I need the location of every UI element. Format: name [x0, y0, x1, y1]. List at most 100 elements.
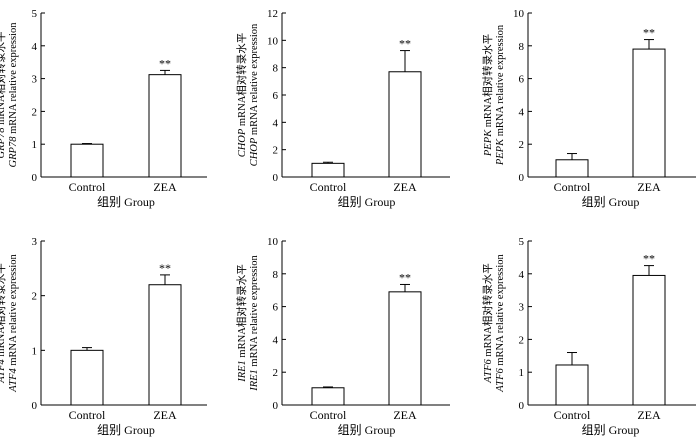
- x-axis-title: 组别 Group: [582, 195, 640, 209]
- chart-panel-pepk: 0 2 4 6 8 10 Control ZEA ** 组别 Group PEPK mRNA相对转录…: [481, 8, 696, 209]
- bar-control: [555, 159, 589, 178]
- bar-zea: [388, 71, 422, 178]
- y-tick-label: 1: [32, 345, 38, 357]
- x-axis-title: 组别 Group: [338, 195, 396, 209]
- x-category-label: Control: [310, 180, 347, 194]
- y-tick-label: 4: [32, 41, 38, 53]
- gene-name: PEPK: [495, 138, 506, 166]
- y-tick-label: 0: [32, 400, 38, 412]
- y-axis-title-cn-text: mRNA相对转录水平: [0, 263, 7, 359]
- y-tick-label: 2: [32, 106, 38, 118]
- x-axis-title: 组别 Group: [338, 423, 396, 437]
- x-axis-title: 组别 Group: [582, 423, 640, 437]
- y-tick-label: 2: [32, 291, 38, 303]
- gene-name: ATF4: [0, 358, 7, 383]
- significance-label: **: [399, 270, 411, 284]
- y-tick-label: 2: [519, 139, 525, 151]
- y-tick-label: 12: [267, 8, 278, 20]
- y-tick-label: 4: [519, 269, 525, 281]
- y-axis-title-en-text: mRNA relative expression: [8, 253, 19, 368]
- bar-zea: [148, 284, 182, 406]
- gene-name: IRE1: [249, 369, 260, 392]
- y-axis-title-cn-text: mRNA相对转录水平: [0, 32, 7, 128]
- x-category-label: ZEA: [393, 180, 417, 194]
- y-tick-label: 6: [519, 74, 525, 86]
- y-axis-title-en: CHOP mRNA relative expression: [249, 23, 260, 166]
- x-category-label: Control: [69, 180, 106, 194]
- gene-name: ATF6: [483, 358, 494, 383]
- y-tick-label: 2: [273, 367, 279, 379]
- chart-panel-ire1: 0 2 4 6 8 10 Control ZEA ** 组别 Group IRE1 mRNA相对转录…: [235, 236, 450, 437]
- chart-panel-atf6: 0 1 2 3 4 5 Control ZEA ** 组别 Group ATF6 mRNA相对转录水…: [481, 236, 696, 437]
- gene-name: GRP78: [0, 127, 7, 159]
- x-category-label: Control: [554, 180, 591, 194]
- gene-name: CHOP: [249, 137, 260, 166]
- y-tick-label: 1: [519, 367, 525, 379]
- y-axis-title-en: PEPK mRNA relative expression: [495, 24, 506, 166]
- y-tick-label: 4: [519, 106, 525, 118]
- gene-name: GRP78: [8, 136, 19, 168]
- y-tick-label: 6: [273, 302, 279, 314]
- y-tick-label: 0: [273, 172, 279, 184]
- gene-name: CHOP: [237, 128, 248, 157]
- chart-panel-chop: 0 2 4 6 8 10 12 Control ZEA ** 组别 Group CHOP mRNA相对…: [235, 8, 450, 209]
- y-axis-title-cn: GRP78 mRNA相对转录水平: [0, 32, 7, 159]
- y-axis-title-cn-text: mRNA相对转录水平: [481, 263, 494, 359]
- y-tick-label: 8: [273, 269, 279, 281]
- y-tick-label: 5: [32, 8, 38, 20]
- y-axis-title-en: GRP78 mRNA relative expression: [8, 22, 19, 168]
- y-tick-label: 4: [273, 334, 279, 346]
- x-category-label: ZEA: [637, 408, 661, 422]
- y-tick-label: 8: [519, 41, 525, 53]
- x-category-label: ZEA: [637, 180, 661, 194]
- bar-control: [70, 349, 104, 406]
- gene-name: IRE1: [237, 360, 248, 383]
- y-axis-title-cn-text: mRNA相对转录水平: [235, 264, 248, 360]
- y-tick-label: 3: [32, 74, 38, 86]
- y-tick-label: 6: [273, 90, 279, 102]
- y-axis-title-cn: ATF4 mRNA相对转录水平: [0, 263, 7, 384]
- y-tick-label: 0: [32, 172, 38, 184]
- significance-label: **: [643, 252, 655, 266]
- x-category-label: ZEA: [153, 180, 177, 194]
- y-axis-title-en-text: mRNA relative expression: [8, 22, 19, 137]
- x-axis-title: 组别 Group: [97, 423, 155, 437]
- y-tick-label: 10: [267, 35, 279, 47]
- bar-zea: [148, 74, 182, 178]
- y-tick-label: 2: [273, 145, 279, 157]
- y-tick-label: 4: [273, 117, 279, 129]
- bar-zea: [632, 274, 666, 406]
- gene-name: ATF4: [8, 368, 19, 393]
- y-tick-label: 10: [513, 8, 525, 20]
- significance-label: **: [159, 261, 171, 275]
- bar-control: [311, 162, 345, 178]
- gene-name: ATF6: [495, 368, 506, 393]
- y-tick-label: 2: [519, 334, 525, 346]
- significance-label: **: [643, 26, 655, 40]
- gene-name: PEPK: [483, 129, 494, 157]
- y-tick-label: 3: [519, 302, 525, 314]
- y-axis-title-cn: PEPK mRNA相对转录水平: [481, 34, 494, 157]
- y-axis-title-cn-text: mRNA相对转录水平: [235, 33, 248, 129]
- bar-control: [70, 143, 104, 178]
- bar-zea: [632, 48, 666, 178]
- y-axis-title-en: ATF4 mRNA relative expression: [8, 253, 19, 392]
- y-axis-title-en-text: mRNA relative expression: [249, 254, 260, 369]
- y-tick-label: 8: [273, 63, 279, 75]
- y-tick-label: 1: [32, 139, 38, 151]
- y-tick-label: 0: [519, 172, 525, 184]
- x-category-label: Control: [310, 408, 347, 422]
- y-axis-title-en: ATF6 mRNA relative expression: [495, 253, 506, 392]
- bar-zea: [388, 291, 422, 406]
- significance-label: **: [399, 37, 411, 51]
- y-tick-label: 5: [519, 236, 525, 248]
- significance-label: **: [159, 56, 171, 70]
- y-tick-label: 3: [32, 236, 38, 248]
- y-tick-label: 0: [519, 400, 525, 412]
